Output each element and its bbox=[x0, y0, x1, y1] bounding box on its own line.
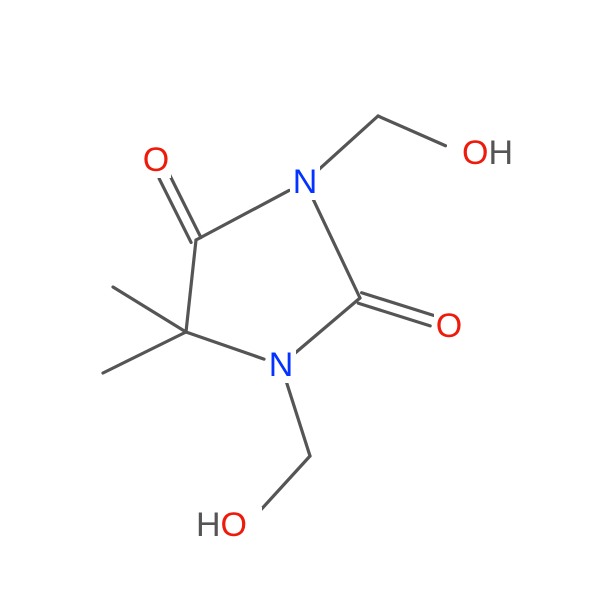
molecule-diagram: N N O O OH HO bbox=[0, 0, 612, 609]
atom-label: N bbox=[293, 163, 318, 201]
atom-label: N bbox=[269, 346, 294, 384]
atom-label: O bbox=[436, 307, 462, 345]
diagram-background bbox=[0, 0, 612, 609]
atom-label: HO bbox=[196, 506, 247, 544]
atom-label: O bbox=[143, 141, 169, 179]
atom-label: OH bbox=[462, 134, 513, 172]
